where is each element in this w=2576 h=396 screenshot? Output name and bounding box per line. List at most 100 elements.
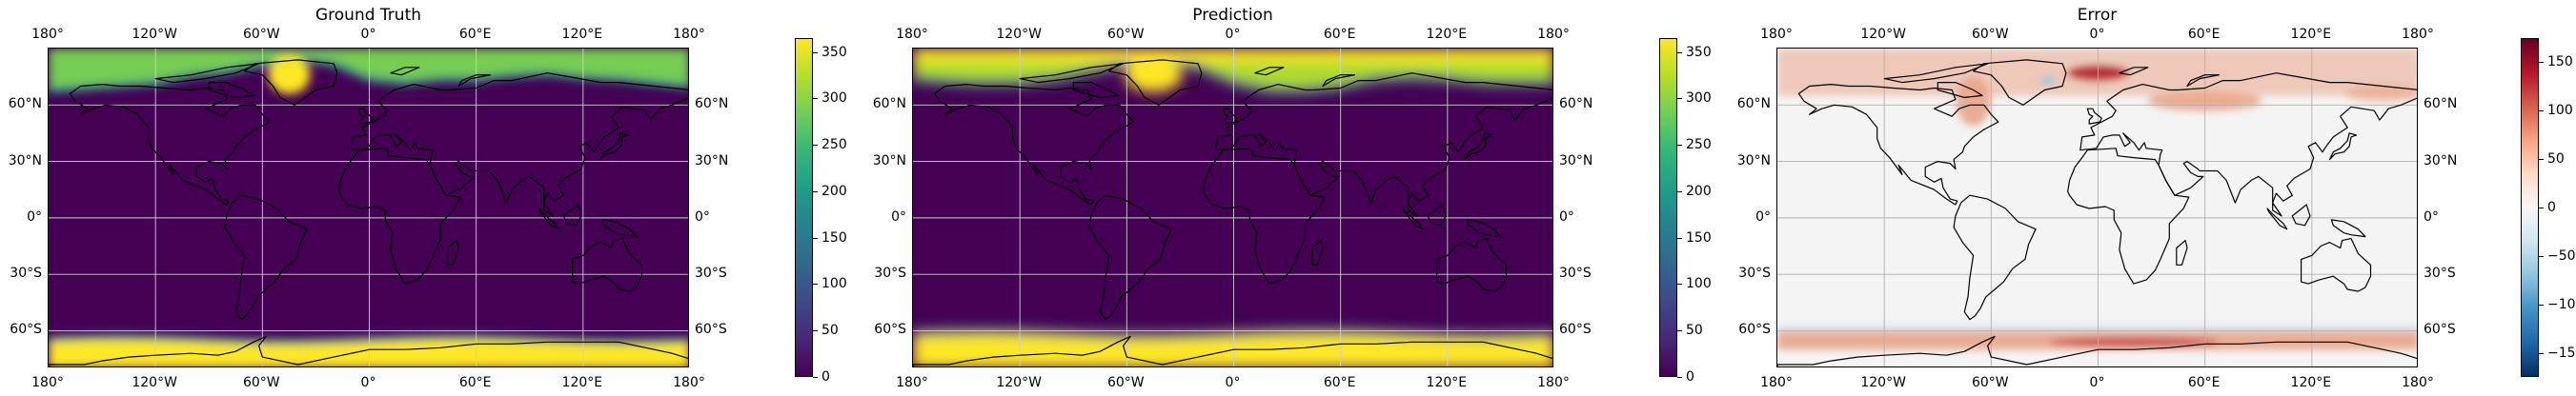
coastline [1937,82,1983,98]
colorbar-tick-label: 100 [821,276,847,292]
colorbar-tick-label: 300 [1686,90,1712,107]
coastline [1466,219,1502,238]
coastline [913,335,1552,366]
lon-tick-label: 60°W [1971,375,2009,390]
lon-tick-label: 180° [1537,375,1570,390]
lat-tick-label: 30°S [874,266,906,282]
coastline [224,194,308,321]
colorbar-tick-label: 350 [821,44,847,60]
coastline [1777,335,2417,366]
coastline [357,108,374,125]
colorbar-tick-mark [2539,159,2544,161]
colorbar-tick-mark [813,190,818,192]
coastline [2266,208,2288,230]
coastline [1883,63,1989,84]
colorbar-tick-mark [2539,304,2544,306]
coastline [2086,108,2102,125]
lon-tick-label: 60°E [458,27,492,42]
colorbar-tick-mark [813,284,818,286]
colorbar-tick-label: 150 [1686,229,1712,246]
lon-tick-label: 60°E [1323,375,1356,390]
lat-tick-label: 0° [891,208,906,225]
coastline [338,148,461,285]
lat-tick-label: 30°S [2424,266,2456,282]
lat-tick-label: 0° [27,208,42,225]
map-svg [1777,49,2417,366]
lat-tick-label: 30°N [1736,152,1771,168]
coastline [1311,240,1324,266]
colorbar-tick-label: 0 [821,369,830,385]
lon-tick-label: 60°W [242,375,280,390]
lon-tick-label: 60°E [2187,375,2221,390]
gridlines [913,49,1552,366]
colorbar-tick-mark [1677,190,1682,192]
lon-tick-label: 0° [1225,375,1241,390]
coastlines [49,59,688,366]
colorbar-tick-label: 150 [821,229,847,246]
colorbar-tick-label: 100 [1686,276,1712,292]
colorbar-tick-mark [813,98,818,100]
colorbar-tick-mark [2539,255,2544,257]
lon-tick-label: 120°W [132,27,177,42]
coastline [1322,74,1356,88]
colorbar-tick-label: 50 [1686,323,1703,339]
lon-tick-label: 60°E [1323,27,1356,42]
colorbar-tick-mark [2539,62,2544,64]
coastline [1254,67,1285,76]
lon-tick-label: 0° [360,27,376,42]
lat-tick-label: 60°S [695,322,727,338]
lat-tick-label: 60°N [8,96,42,112]
map-ground-truth [48,48,689,367]
lon-tick-label: 120°W [1860,375,1906,390]
lat-tick-label: 60°S [1738,322,1771,338]
colorbar-tick-label: 50 [821,323,839,339]
colorbar-tick-label: 250 [821,137,847,153]
lat-tick-label: 30°N [1559,152,1593,168]
colorbar-tick-label: 200 [821,183,847,199]
coastline [572,238,643,292]
lat-tick-label: 30°S [695,266,727,282]
lat-tick-label: 30°N [2424,152,2458,168]
coastline [2176,240,2188,266]
colorbar-tick-mark [2539,110,2544,112]
coastline [1427,204,1447,227]
gridlines [49,49,688,366]
colorbar-tick-mark [1677,51,1682,53]
coastline [538,208,559,230]
coastline [49,335,688,366]
coastlines [1777,59,2417,366]
colorbar-tick-label: 150 [2547,54,2573,70]
lat-tick-label: 60°N [695,96,729,112]
lat-tick-label: 60°S [874,322,906,338]
coastline [933,84,1135,206]
coastline [1072,82,1119,98]
lon-tick-label: 180° [31,27,64,42]
colorbar-prediction [1659,38,1677,377]
coastline [2330,219,2366,238]
coastline [2291,204,2311,227]
colorbar-tick-label: 0 [2547,200,2556,215]
lon-tick-label: 120°E [561,27,603,42]
lon-tick-label: 60°W [1106,27,1145,42]
coastline [1019,63,1125,84]
coastline [1203,148,1326,285]
lat-tick-label: 30°N [695,152,729,168]
colorbar-tick-label: −100 [2547,296,2576,312]
coastline [562,204,582,227]
coastline [447,240,459,266]
colorbar-tick-mark [1677,145,1682,147]
coastline [69,84,271,206]
coastline [457,74,492,88]
colorbar-tick-mark [1677,284,1682,286]
colorbar-tick-label: 350 [1686,44,1712,60]
lon-tick-label: 60°E [458,375,492,390]
lon-tick-label: 180° [673,27,705,42]
lon-tick-label: 60°W [1971,27,2009,42]
lon-tick-label: 180° [673,375,705,390]
colorbar-error [2521,38,2539,377]
colorbar-tick-mark [813,377,818,378]
lon-tick-label: 180° [2402,27,2434,42]
colorbar-tick-mark [813,330,818,332]
colorbar-tick-mark [2539,352,2544,354]
